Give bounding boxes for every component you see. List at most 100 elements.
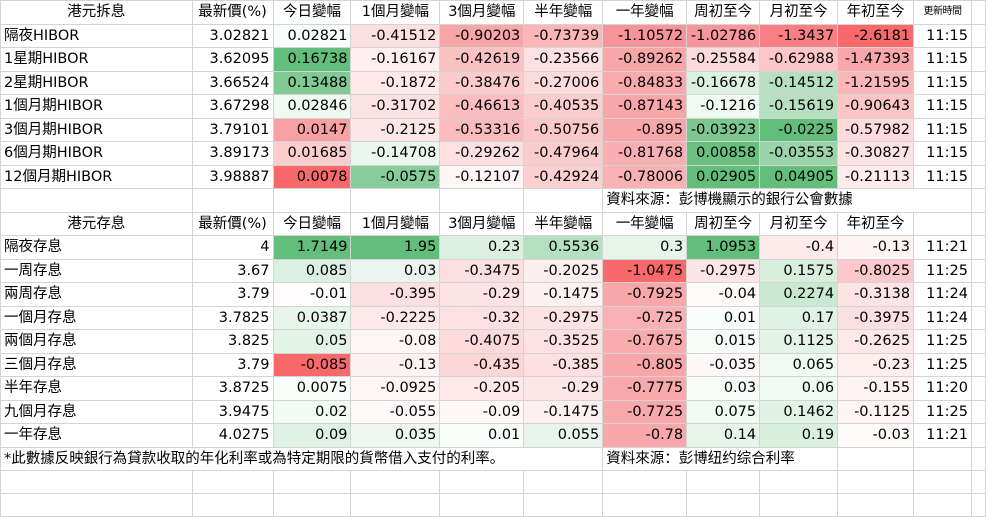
empty-cell bbox=[970, 235, 986, 260]
value-cell: 0.3 bbox=[602, 235, 688, 260]
value-cell: -0.4 bbox=[759, 235, 839, 260]
column-header: 月初至今 bbox=[759, 0, 839, 25]
value-cell: -0.01 bbox=[272, 282, 352, 307]
value-cell: -0.895 bbox=[602, 117, 688, 142]
value-cell: 3.02821 bbox=[191, 23, 274, 48]
column-header: 1個月變幅 bbox=[350, 211, 441, 236]
empty-cell bbox=[970, 376, 986, 401]
table-row: 12個月期HIBOR 3.98887 0.0078 -0.0575 -0.12107 -0… bbox=[0, 164, 986, 189]
value-cell: -0.53316 bbox=[439, 117, 525, 142]
value-cell: -0.81768 bbox=[602, 141, 688, 166]
column-header: 更新時間 bbox=[913, 0, 972, 25]
value-cell: 3.62095 bbox=[191, 47, 274, 72]
empty-cell bbox=[837, 493, 915, 517]
value-cell: -0.40535 bbox=[523, 94, 604, 119]
value-cell: 0.0387 bbox=[272, 305, 352, 330]
update-time: 11:20 bbox=[913, 376, 972, 401]
value-cell: -0.1475 bbox=[523, 282, 604, 307]
value-cell: 3.9475 bbox=[191, 399, 274, 424]
value-cell: -0.90643 bbox=[837, 94, 915, 119]
value-cell: -0.435 bbox=[439, 352, 525, 377]
update-time: 11:15 bbox=[913, 141, 972, 166]
update-time: 11:25 bbox=[913, 399, 972, 424]
empty-cell bbox=[191, 188, 274, 213]
empty-cell bbox=[523, 470, 604, 494]
value-cell: 3.67298 bbox=[191, 94, 274, 119]
empty-cell bbox=[602, 493, 688, 517]
value-cell: -0.78 bbox=[602, 423, 688, 448]
value-cell: 0.0147 bbox=[272, 117, 352, 142]
empty-cell bbox=[0, 188, 193, 213]
update-time: 11:24 bbox=[913, 305, 972, 330]
empty-cell bbox=[439, 188, 525, 213]
empty-cell bbox=[970, 211, 986, 236]
value-cell: -0.205 bbox=[439, 376, 525, 401]
section-title: 港元存息 bbox=[0, 211, 193, 236]
empty-row bbox=[0, 493, 986, 517]
value-cell: 0.16738 bbox=[272, 47, 352, 72]
value-cell: -0.3525 bbox=[523, 329, 604, 354]
value-cell: 0.14 bbox=[686, 423, 761, 448]
deposit-footer-row: *此數據反映銀行為貸款收取的年化利率或為特定期限的貨幣借入支付的利率。 資料來源：… bbox=[0, 446, 986, 471]
column-header: 3個月變幅 bbox=[439, 211, 525, 236]
empty-cell bbox=[970, 446, 986, 471]
value-cell: -0.0575 bbox=[350, 164, 441, 189]
value-cell: -0.57982 bbox=[837, 117, 915, 142]
value-cell: -0.7725 bbox=[602, 399, 688, 424]
value-cell: -0.23 bbox=[837, 352, 915, 377]
value-cell: -0.03553 bbox=[759, 141, 839, 166]
value-cell: -0.055 bbox=[350, 399, 441, 424]
value-cell: -0.155 bbox=[837, 376, 915, 401]
value-cell: 0.02846 bbox=[272, 94, 352, 119]
column-header: 周初至今 bbox=[686, 211, 761, 236]
column-header: 月初至今 bbox=[759, 211, 839, 236]
value-cell: -0.7925 bbox=[602, 282, 688, 307]
value-cell: -0.04 bbox=[686, 282, 761, 307]
empty-cell bbox=[970, 258, 986, 283]
update-time: 11:25 bbox=[913, 329, 972, 354]
empty-cell bbox=[439, 493, 525, 517]
table-row: 隔夜HIBOR 3.02821 0.02821 -0.41512 -0.90203 -0.… bbox=[0, 23, 986, 48]
row-label: 兩個月存息 bbox=[0, 329, 193, 354]
row-label: 2星期HIBOR bbox=[0, 70, 193, 95]
value-cell: 1.95 bbox=[350, 235, 441, 260]
value-cell: -0.29262 bbox=[439, 141, 525, 166]
value-cell: -0.42619 bbox=[439, 47, 525, 72]
row-label: 九個月存息 bbox=[0, 399, 193, 424]
empty-cell bbox=[970, 0, 986, 25]
row-label: 隔夜存息 bbox=[0, 235, 193, 260]
value-cell: 3.825 bbox=[191, 329, 274, 354]
value-cell: -0.09 bbox=[439, 399, 525, 424]
row-label: 12個月期HIBOR bbox=[0, 164, 193, 189]
column-header: 今日變幅 bbox=[272, 211, 352, 236]
value-cell: -0.14512 bbox=[759, 70, 839, 95]
row-label: 三個月存息 bbox=[0, 352, 193, 377]
value-cell: -0.2975 bbox=[686, 258, 761, 283]
value-cell: -0.23566 bbox=[523, 47, 604, 72]
value-cell: 0.065 bbox=[759, 352, 839, 377]
empty-cell bbox=[970, 188, 986, 213]
value-cell: 0.05 bbox=[272, 329, 352, 354]
value-cell: -0.29 bbox=[439, 282, 525, 307]
column-header: 最新價(%) bbox=[191, 0, 274, 25]
value-cell: -0.8025 bbox=[837, 258, 915, 283]
value-cell: 3.67 bbox=[191, 258, 274, 283]
empty-cell bbox=[602, 470, 688, 494]
value-cell: 0.015 bbox=[686, 329, 761, 354]
value-cell: -0.89262 bbox=[602, 47, 688, 72]
update-time: 11:15 bbox=[913, 94, 972, 119]
table-row: 兩周存息 3.79 -0.01 -0.395 -0.29 -0.1475 -0.7925 -0… bbox=[0, 282, 986, 307]
value-cell: 4 bbox=[191, 235, 274, 260]
column-header: 半年變幅 bbox=[523, 211, 604, 236]
value-cell: 1.7149 bbox=[272, 235, 352, 260]
empty-cell bbox=[759, 470, 839, 494]
update-time: 11:15 bbox=[913, 23, 972, 48]
row-label: 1個月期HIBOR bbox=[0, 94, 193, 119]
empty-cell bbox=[970, 47, 986, 72]
empty-cell bbox=[0, 493, 193, 517]
update-time: 11:15 bbox=[913, 164, 972, 189]
value-cell: 0.5536 bbox=[523, 235, 604, 260]
update-time: 11:15 bbox=[913, 70, 972, 95]
value-cell: 0.02905 bbox=[686, 164, 761, 189]
value-cell: -0.29 bbox=[523, 376, 604, 401]
